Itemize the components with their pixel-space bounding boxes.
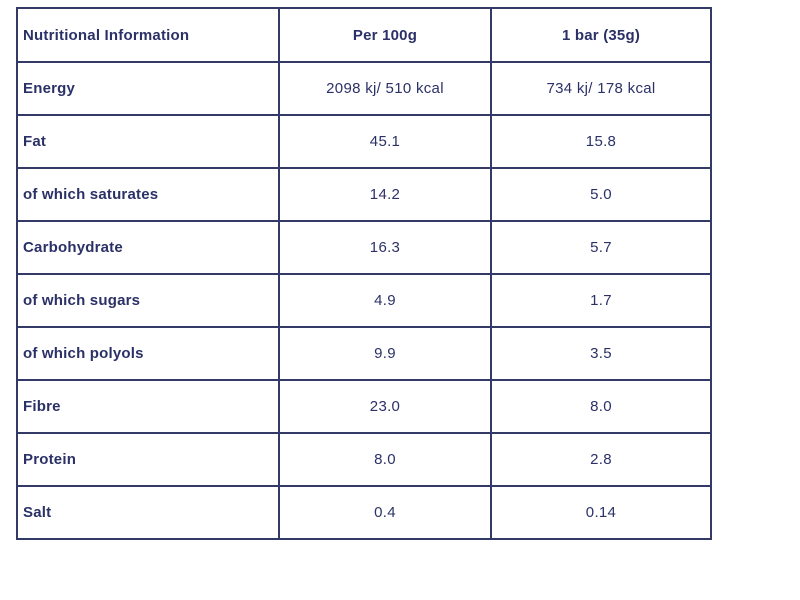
value-per-bar-35g: 2.8 — [490, 432, 712, 487]
value-per-bar-35g: 15.8 — [490, 114, 712, 169]
table-row: of which sugars 4.9 1.7 — [16, 273, 712, 328]
table-row: of which polyols 9.9 3.5 — [16, 326, 712, 381]
value-per-bar-35g: 5.7 — [490, 220, 712, 275]
row-label: Protein — [16, 432, 280, 487]
table-row: Fibre 23.0 8.0 — [16, 379, 712, 434]
row-label: Fibre — [16, 379, 280, 434]
table-row: Fat 45.1 15.8 — [16, 114, 712, 169]
row-label: Energy — [16, 61, 280, 116]
column-header-nutritional-information: Nutritional Information — [16, 7, 280, 63]
table-row: Energy 2098 kj/ 510 kcal 734 kj/ 178 kcal — [16, 61, 712, 116]
value-per-100g: 0.4 — [278, 485, 492, 540]
column-header-per-100g: Per 100g — [278, 7, 492, 63]
value-per-100g: 23.0 — [278, 379, 492, 434]
table-row: of which saturates 14.2 5.0 — [16, 167, 712, 222]
row-label: of which saturates — [16, 167, 280, 222]
value-per-bar-35g: 3.5 — [490, 326, 712, 381]
table-row: Carbohydrate 16.3 5.7 — [16, 220, 712, 275]
value-per-100g: 2098 kj/ 510 kcal — [278, 61, 492, 116]
value-per-bar-35g: 5.0 — [490, 167, 712, 222]
value-per-100g: 8.0 — [278, 432, 492, 487]
value-per-bar-35g: 734 kj/ 178 kcal — [490, 61, 712, 116]
table-row: Protein 8.0 2.8 — [16, 432, 712, 487]
row-label: Carbohydrate — [16, 220, 280, 275]
value-per-bar-35g: 8.0 — [490, 379, 712, 434]
value-per-bar-35g: 1.7 — [490, 273, 712, 328]
row-label: Fat — [16, 114, 280, 169]
value-per-100g: 9.9 — [278, 326, 492, 381]
value-per-100g: 14.2 — [278, 167, 492, 222]
row-label: Salt — [16, 485, 280, 540]
nutrition-table: Nutritional Information Per 100g 1 bar (… — [16, 7, 712, 540]
header-row: Nutritional Information Per 100g 1 bar (… — [16, 7, 712, 63]
row-label: of which polyols — [16, 326, 280, 381]
value-per-100g: 45.1 — [278, 114, 492, 169]
table-row: Salt 0.4 0.14 — [16, 485, 712, 540]
value-per-100g: 4.9 — [278, 273, 492, 328]
value-per-100g: 16.3 — [278, 220, 492, 275]
row-label: of which sugars — [16, 273, 280, 328]
value-per-bar-35g: 0.14 — [490, 485, 712, 540]
column-header-1-bar-35g: 1 bar (35g) — [490, 7, 712, 63]
